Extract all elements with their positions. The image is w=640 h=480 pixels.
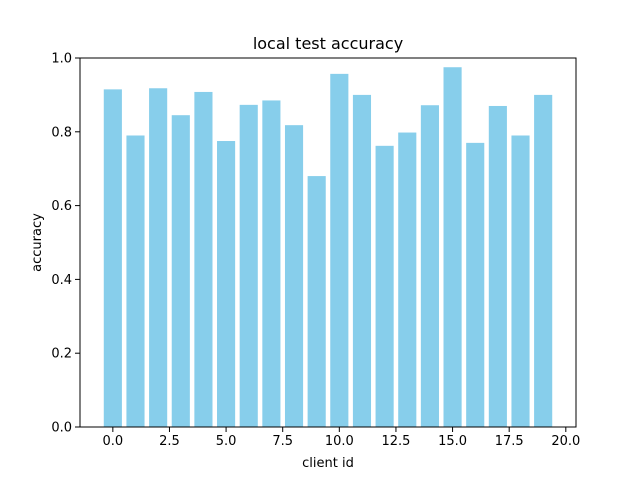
bar-client-17 bbox=[488, 105, 507, 427]
x-tick-label: 2.5 bbox=[159, 434, 180, 449]
bar-client-8 bbox=[284, 125, 304, 427]
bar-client-16 bbox=[466, 142, 485, 427]
x-tick-label: 7.5 bbox=[272, 434, 293, 449]
bar-client-3 bbox=[171, 115, 190, 427]
bar-client-4 bbox=[194, 91, 213, 427]
x-tick-label: 17.5 bbox=[495, 434, 524, 449]
bar-client-12 bbox=[375, 145, 394, 427]
bar-client-18 bbox=[511, 135, 530, 428]
y-tick-label: 1.0 bbox=[51, 52, 72, 67]
bar-client-2 bbox=[149, 88, 168, 427]
x-axis-ticks: 0.0 2.5 5.0 7.5 10.0 12.5 15.0 17.5 20.0 bbox=[102, 427, 580, 449]
y-tick-label: 0.0 bbox=[51, 421, 72, 436]
bar-client-0 bbox=[103, 89, 122, 428]
y-tick-label: 0.8 bbox=[51, 125, 72, 140]
bar-client-1 bbox=[126, 135, 145, 428]
bar-client-19 bbox=[534, 94, 553, 428]
bars bbox=[103, 67, 553, 428]
x-tick-label: 12.5 bbox=[381, 434, 410, 449]
bar-client-7 bbox=[262, 100, 281, 427]
chart-title: local test accuracy bbox=[253, 34, 403, 53]
axes-frame bbox=[79, 57, 577, 428]
y-tick-label: 0.6 bbox=[51, 199, 72, 214]
x-tick-label: 0.0 bbox=[102, 434, 123, 449]
y-tick-label: 0.2 bbox=[51, 347, 72, 362]
bar-client-14 bbox=[420, 105, 439, 427]
bar-client-9 bbox=[307, 176, 326, 427]
x-tick-label: 15.0 bbox=[438, 434, 467, 449]
y-axis-ticks: 0.0 0.2 0.4 0.6 0.8 1.0 bbox=[51, 52, 80, 436]
x-axis-label: client id bbox=[302, 456, 354, 471]
bar-client-10 bbox=[330, 73, 349, 428]
bar-client-15 bbox=[443, 67, 462, 427]
bar-client-11 bbox=[352, 94, 372, 428]
y-axis-label: accuracy bbox=[30, 213, 45, 272]
bar-client-5 bbox=[217, 141, 236, 427]
bar-client-13 bbox=[398, 132, 417, 428]
x-tick-label: 20.0 bbox=[551, 434, 580, 449]
x-tick-label: 5.0 bbox=[216, 434, 237, 449]
y-tick-label: 0.4 bbox=[51, 273, 72, 288]
bar-client-6 bbox=[239, 104, 258, 428]
x-tick-label: 10.0 bbox=[325, 434, 354, 449]
